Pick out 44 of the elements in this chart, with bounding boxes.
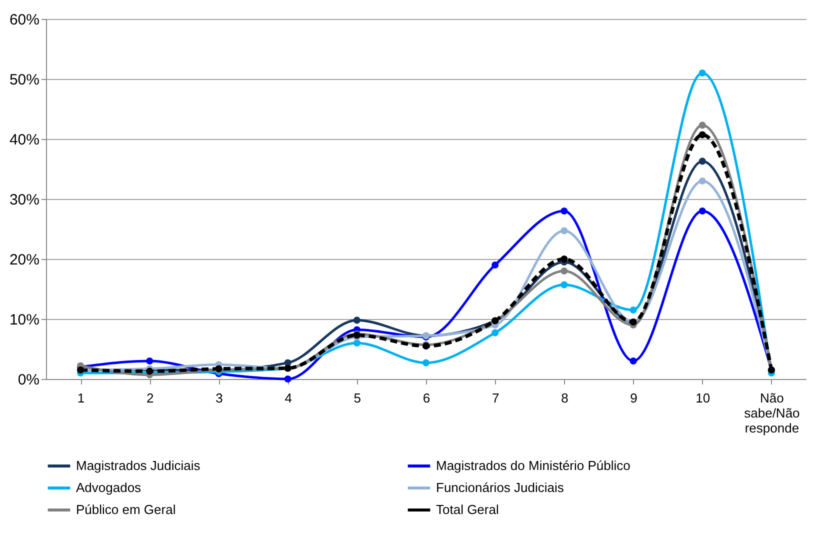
point [630, 306, 637, 314]
point [492, 261, 499, 269]
y-tick-label: 0% [18, 372, 40, 388]
y-tick-label: 10% [9, 312, 40, 328]
x-tick-label: 2 [146, 390, 154, 406]
point [698, 158, 706, 165]
point [353, 316, 360, 324]
x-tick-label: 6 [422, 390, 430, 406]
x-tick-label: 8 [561, 390, 568, 406]
point [560, 267, 568, 275]
point [698, 69, 706, 77]
legend-label: Magistrados do Ministério Público [436, 458, 630, 473]
point [630, 357, 637, 365]
legend-label: Funcionários Judiciais [436, 480, 564, 495]
point [560, 255, 568, 263]
point [353, 339, 360, 347]
y-tick-label: 30% [9, 192, 40, 208]
legend-label: Magistrados Judiciais [76, 458, 201, 473]
y-tick-label: 60% [9, 12, 40, 28]
y-tick-label: 40% [9, 132, 40, 148]
x-tick-label: 7 [492, 390, 500, 406]
y-tick-label: 20% [9, 252, 40, 268]
point [698, 177, 706, 185]
point [560, 227, 568, 234]
x-tick-label: 1 [77, 390, 85, 406]
x-tick-label: 9 [630, 390, 638, 406]
x-tick-label: Não sabe/Não responde [744, 390, 800, 436]
point [560, 207, 568, 215]
legend-label: Público em Geral [76, 502, 176, 517]
x-tick-label: 3 [216, 390, 223, 406]
x-tick-label: 5 [354, 390, 362, 406]
point [284, 375, 292, 383]
legend-label: Total Geral [436, 502, 499, 517]
y-tick-label: 50% [9, 72, 40, 88]
point [146, 357, 154, 365]
point [560, 281, 568, 288]
point [492, 329, 499, 336]
point [422, 359, 430, 366]
x-tick-label: 4 [284, 390, 292, 406]
legend-label: Advogados [76, 480, 142, 495]
point [698, 122, 706, 129]
point [698, 131, 706, 138]
x-tick-label: 10 [696, 390, 710, 406]
point [698, 207, 706, 215]
